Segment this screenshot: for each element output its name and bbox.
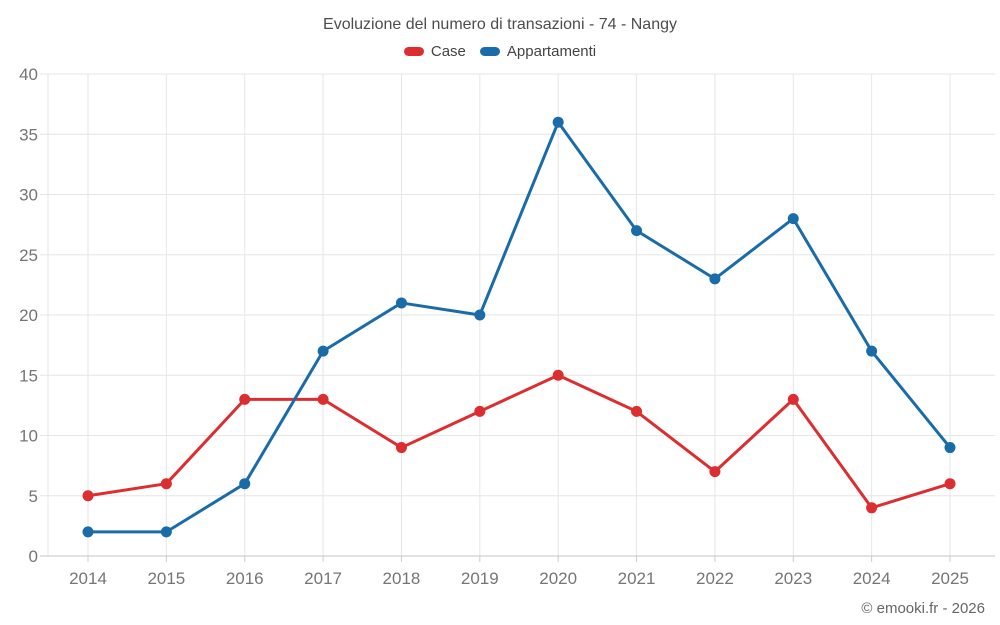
data-point-appartamenti-2022[interactable] [709, 273, 721, 285]
x-axis-tick-label: 2024 [853, 569, 891, 588]
case-series-swatch-icon [403, 47, 424, 56]
series-line-case [86, 373, 952, 510]
x-axis-tick-label: 2017 [304, 569, 342, 588]
y-axis-tick-label: 20 [19, 306, 38, 325]
y-axis-tick-label: 10 [19, 427, 38, 446]
x-axis-tick-label: 2020 [539, 569, 577, 588]
data-point-appartamenti-2020[interactable] [552, 116, 564, 128]
y-axis-tick-label: 35 [19, 125, 38, 144]
x-axis-tick-label: 2019 [461, 569, 499, 588]
x-axis-tick-label: 2014 [69, 569, 107, 588]
legend-label-case: Case [430, 43, 466, 60]
x-axis-tick-label: 2016 [226, 569, 264, 588]
data-point-appartamenti-2019[interactable] [474, 309, 486, 321]
data-point-case-2014[interactable] [82, 490, 94, 502]
data-point-appartamenti-2015[interactable] [160, 526, 172, 538]
legend-item-case[interactable]: Case [403, 43, 466, 60]
data-point-case-2025[interactable] [944, 478, 956, 490]
data-point-appartamenti-2018[interactable] [395, 297, 407, 309]
data-point-appartamenti-2025[interactable] [944, 442, 956, 454]
data-point-appartamenti-2024[interactable] [866, 345, 878, 357]
x-axis-tick-label: 2022 [696, 569, 734, 588]
data-point-case-2017[interactable] [317, 393, 329, 405]
x-axis-tick-label: 2015 [147, 569, 185, 588]
y-axis-tick-label: 40 [19, 65, 38, 84]
data-point-appartamenti-2016[interactable] [239, 478, 251, 490]
footer-credit: © emooki.fr - 2026 [861, 600, 985, 617]
x-axis-tick-label: 2021 [618, 569, 656, 588]
data-point-case-2019[interactable] [474, 405, 486, 417]
y-axis-tick-label: 25 [19, 246, 38, 265]
legend-label-appartamenti: Appartamenti [506, 43, 597, 60]
x-axis-tick-label: 2018 [383, 569, 421, 588]
data-point-case-2016[interactable] [239, 393, 251, 405]
data-point-case-2022[interactable] [709, 466, 721, 478]
data-point-appartamenti-2021[interactable] [631, 225, 643, 237]
data-point-case-2020[interactable] [552, 369, 564, 381]
legend-item-appartamenti[interactable]: Appartamenti [479, 43, 597, 60]
series-line-appartamenti [86, 120, 952, 534]
appartamenti-series-swatch-icon [479, 47, 500, 56]
y-axis-tick-label: 5 [29, 487, 38, 506]
data-point-appartamenti-2017[interactable] [317, 345, 329, 357]
y-axis-tick-label: 30 [19, 186, 38, 205]
x-axis-tick-label: 2025 [931, 569, 969, 588]
data-point-case-2023[interactable] [787, 393, 799, 405]
chart-legend: Case Appartamenti [0, 43, 1000, 60]
data-point-appartamenti-2014[interactable] [82, 526, 94, 538]
data-point-case-2015[interactable] [160, 478, 172, 490]
y-axis-tick-label: 15 [19, 366, 38, 385]
data-point-case-2021[interactable] [631, 405, 643, 417]
y-axis-tick-label: 0 [29, 547, 38, 566]
data-point-case-2018[interactable] [395, 442, 407, 454]
x-axis-tick-label: 2023 [774, 569, 812, 588]
chart-title: Evoluzione del numero di transazioni - 7… [323, 16, 677, 33]
data-point-appartamenti-2023[interactable] [787, 213, 799, 225]
data-point-case-2024[interactable] [866, 502, 878, 514]
